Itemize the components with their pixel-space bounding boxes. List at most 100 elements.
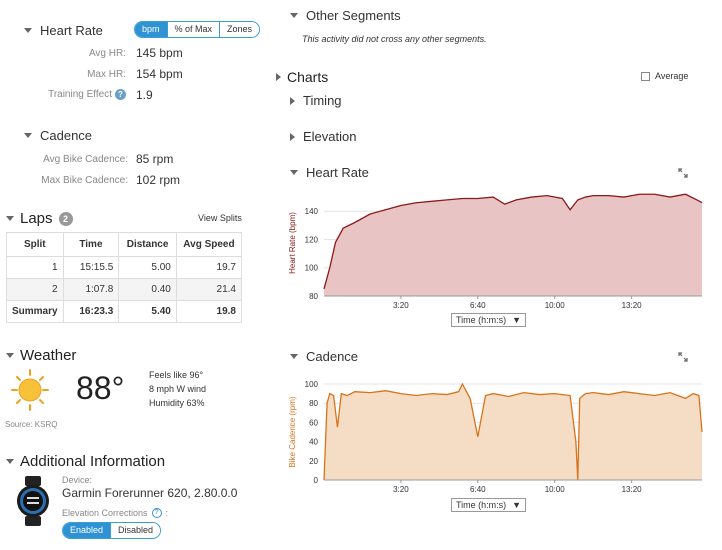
other-segments-header[interactable]: Other Segments: [290, 8, 401, 23]
collapse-icon: [6, 353, 14, 358]
x-tick-label: 3:20: [393, 485, 409, 492]
hr-chart-header[interactable]: Heart Rate: [290, 165, 369, 180]
weather-source: Source: KSRQ: [5, 420, 58, 429]
y-axis-label: Bike Cadence (rpm): [288, 396, 297, 467]
collapse-icon: [290, 13, 298, 18]
avg-cadence-value: 85 rpm: [136, 152, 174, 166]
additional-section-header[interactable]: Additional Information: [6, 453, 165, 470]
fullscreen-icon[interactable]: [678, 352, 688, 362]
series-area: [324, 194, 702, 296]
hr-time-select[interactable]: Time (h:m:s) ▼: [451, 313, 527, 327]
x-tick-label: 6:40: [470, 485, 486, 492]
help-icon[interactable]: ?: [115, 89, 126, 100]
expand-icon: [290, 132, 295, 141]
y-tick-label: 120: [305, 235, 319, 244]
hr-time-select-value: Time (h:m:s): [456, 315, 507, 325]
average-checkbox-group[interactable]: Average: [641, 71, 688, 81]
table-row: 2 1:07.8 0.40 21.4: [6, 278, 243, 301]
hr-section-header[interactable]: Heart Rate: [24, 23, 103, 38]
max-hr-label: Max HR:: [87, 69, 126, 80]
y-tick-label: 0: [314, 476, 319, 485]
table-summary-row: Summary 16:23.3 5.40 19.8: [6, 300, 243, 323]
elevation-corrections-label-group: Elevation Corrections ? :: [62, 508, 169, 518]
cell-avg-speed: 21.4: [175, 278, 243, 301]
table-row: 1 15:15.5 5.00 19.7: [6, 256, 243, 279]
max-cadence-value: 102 rpm: [136, 173, 181, 187]
y-tick-label: 100: [305, 380, 319, 389]
expand-icon: [276, 73, 281, 81]
segments-note: This activity did not cross any other se…: [302, 34, 487, 44]
cell-avg-speed: 19.8: [175, 300, 243, 323]
collapse-icon: [6, 459, 14, 464]
timing-chart-header[interactable]: Timing: [290, 93, 342, 108]
elevation-corrections-label: Elevation Corrections: [62, 508, 148, 518]
weather-section-header[interactable]: Weather: [6, 347, 76, 364]
weather-humidity: Humidity 63%: [149, 398, 205, 408]
average-checkbox[interactable]: [641, 71, 650, 81]
col-split: Split: [6, 232, 64, 257]
weather-feels-like: Feels like 96°: [149, 370, 204, 380]
cadence-chart-title: Cadence: [306, 349, 359, 364]
cell-split: 1: [6, 256, 64, 279]
cell-time: 15:15.5: [62, 256, 120, 279]
cell-split: Summary: [6, 300, 64, 323]
collapse-icon: [290, 170, 298, 175]
cadence-time-select-value: Time (h:m:s): [456, 500, 507, 510]
cell-distance: 0.40: [118, 278, 177, 301]
collapse-icon: [290, 354, 298, 359]
training-effect-label: Training Effect: [48, 89, 112, 100]
avg-hr-value: 145 bpm: [136, 46, 183, 60]
toggle-zones[interactable]: Zones: [219, 22, 260, 37]
y-tick-label: 100: [305, 264, 319, 273]
cell-distance: 5.00: [118, 256, 177, 279]
toggle-enabled[interactable]: Enabled: [63, 523, 111, 538]
weather-temperature: 88°: [76, 370, 125, 406]
laps-count-badge: 2: [58, 211, 73, 226]
laps-section-header[interactable]: Laps 2: [6, 210, 73, 227]
view-splits-link[interactable]: View Splits: [198, 213, 242, 223]
hr-section-title: Heart Rate: [40, 23, 103, 38]
y-axis-label: Heart Rate (bpm): [288, 212, 297, 274]
toggle-bpm[interactable]: bpm: [135, 22, 167, 37]
toggle-disabled[interactable]: Disabled: [110, 523, 161, 538]
elevation-chart-header[interactable]: Elevation: [290, 129, 356, 144]
cell-distance: 5.40: [118, 300, 177, 323]
device-name: Garmin Forerunner 620, 2.80.0.0: [62, 486, 238, 500]
cadence-time-select[interactable]: Time (h:m:s) ▼: [451, 498, 527, 512]
x-tick-label: 13:20: [622, 301, 643, 310]
cell-split: 2: [6, 278, 64, 301]
x-tick-label: 10:00: [545, 301, 566, 310]
max-hr-value: 154 bpm: [136, 67, 183, 81]
training-effect-value: 1.9: [136, 88, 153, 102]
series-area: [324, 384, 702, 480]
series-line: [323, 382, 703, 481]
laps-title: Laps: [20, 210, 53, 227]
fullscreen-icon[interactable]: [678, 168, 688, 178]
cadence-section-title: Cadence: [40, 128, 93, 143]
x-tick-label: 13:20: [622, 485, 643, 492]
cadence-section-header[interactable]: Cadence: [24, 128, 92, 143]
y-tick-label: 80: [309, 292, 318, 301]
y-tick-label: 40: [309, 438, 318, 447]
device-label: Device:: [62, 475, 93, 485]
elevation-corrections-toggle: Enabled Disabled: [62, 522, 162, 539]
heart-rate-chart: 80 100 120 140 3:20 6:40 10:00 13:20 Heart Rate …: [288, 193, 703, 310]
charts-title: Charts: [287, 69, 329, 85]
laps-table: Split Time Distance Avg Speed 1 15:15.5 …: [6, 232, 243, 323]
other-segments-title: Other Segments: [306, 8, 401, 23]
y-tick-label: 20: [309, 457, 318, 466]
toggle-percent-max[interactable]: % of Max: [166, 22, 220, 37]
weather-wind: 8 mph W wind: [149, 384, 207, 394]
collapse-icon: [24, 28, 32, 33]
x-tick-label: 3:20: [393, 301, 409, 310]
max-cadence-label: Max Bike Cadence:: [41, 175, 128, 186]
charts-header[interactable]: Charts: [276, 69, 328, 85]
dropdown-arrow-icon: ▼: [512, 315, 522, 325]
cell-time: 1:07.8: [62, 278, 120, 301]
table-header-row: Split Time Distance Avg Speed: [6, 232, 243, 257]
cadence-chart-header[interactable]: Cadence: [290, 349, 358, 364]
cadence-chart: 0 20 40 60 80 100 3:20 6:40 10:00 13:20 Bike Caden…: [288, 380, 703, 492]
help-icon[interactable]: ?: [151, 508, 162, 518]
elevation-title: Elevation: [303, 129, 357, 144]
avg-cadence-label: Avg Bike Cadence:: [43, 154, 128, 165]
